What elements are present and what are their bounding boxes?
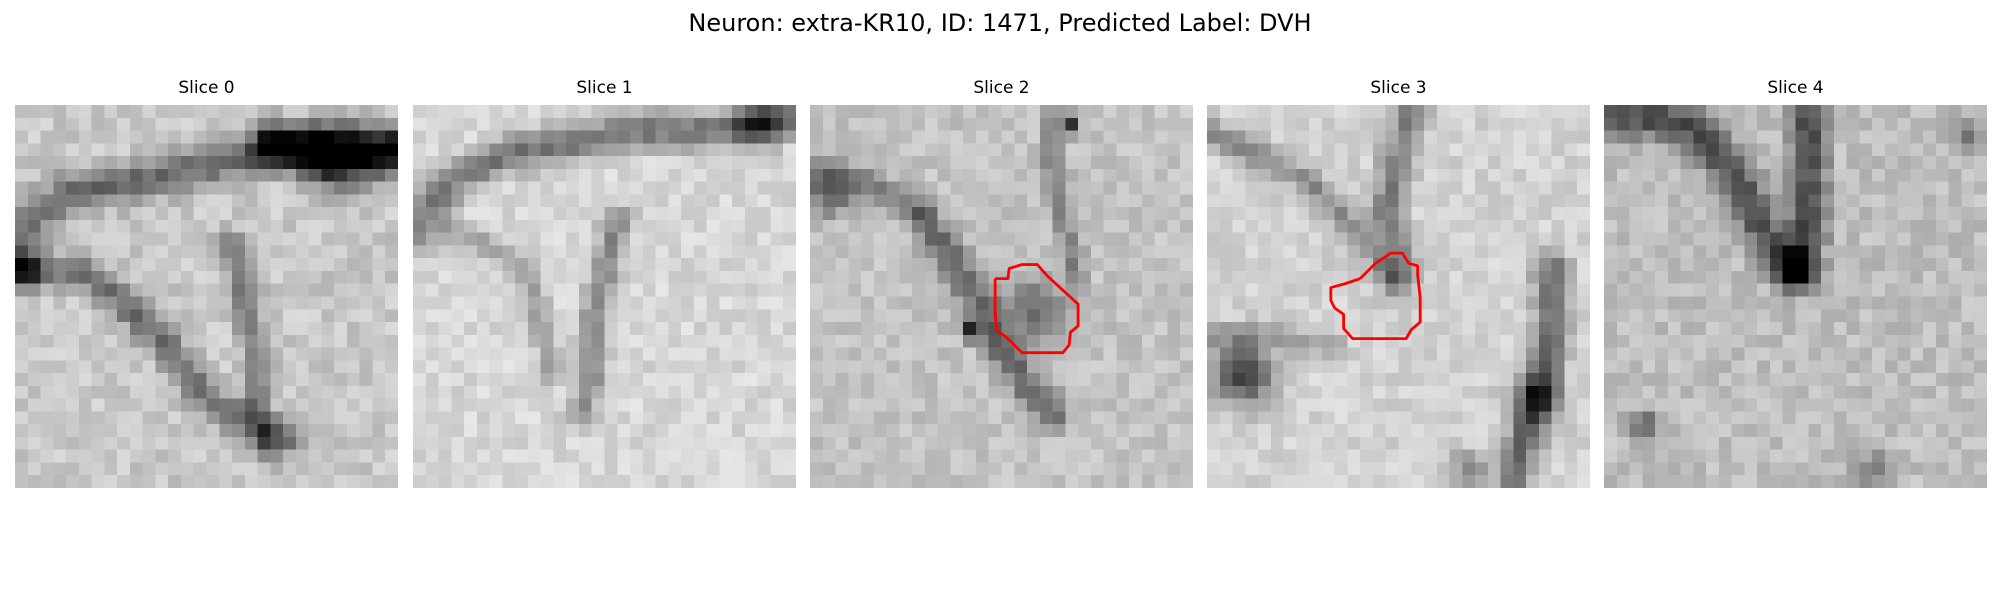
roi-outline bbox=[993, 263, 1080, 355]
slice-title: Slice 3 bbox=[1370, 78, 1427, 98]
slice-panel-1: Slice 1 bbox=[413, 78, 796, 488]
slice-panel-4: Slice 4 bbox=[1604, 78, 1987, 488]
slice-title: Slice 2 bbox=[973, 78, 1030, 98]
figure-title: Neuron: extra-KR10, ID: 1471, Predicted … bbox=[688, 9, 1312, 37]
slice-panel-0: Slice 0 bbox=[15, 78, 398, 488]
microscopy-slice-image bbox=[810, 105, 1193, 488]
slice-title: Slice 1 bbox=[576, 78, 633, 98]
microscopy-slice-image bbox=[1604, 105, 1987, 488]
microscopy-slice-image bbox=[15, 105, 398, 488]
slice-title: Slice 0 bbox=[178, 78, 235, 98]
slice-panel-3: Slice 3 bbox=[1207, 78, 1590, 488]
microscopy-slice-image bbox=[1207, 105, 1590, 488]
slice-title: Slice 4 bbox=[1767, 78, 1824, 98]
microscopy-slice-image bbox=[413, 105, 796, 488]
roi-outline bbox=[1329, 251, 1422, 341]
slice-panel-2: Slice 2 bbox=[810, 78, 1193, 488]
